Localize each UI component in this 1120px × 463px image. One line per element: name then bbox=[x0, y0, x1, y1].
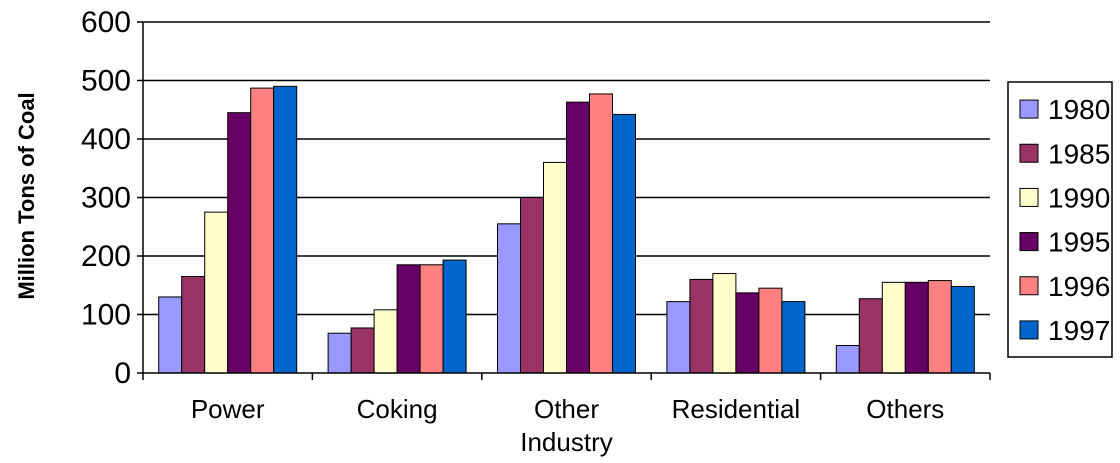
bar-1990-residential bbox=[712, 273, 737, 374]
legend-label-1996: 1996 bbox=[1048, 271, 1110, 302]
bar-1980-power bbox=[158, 296, 183, 374]
category-label-line: Other bbox=[534, 394, 599, 424]
bar-1985-others bbox=[858, 298, 883, 374]
legend-swatch-1980 bbox=[1019, 99, 1039, 119]
bar-1996-other-industry bbox=[589, 93, 613, 374]
category-label-line: Industry bbox=[520, 427, 613, 457]
bar-1990-coking bbox=[373, 309, 398, 374]
legend-box bbox=[1007, 81, 1113, 358]
legend-swatch-1997 bbox=[1019, 320, 1039, 340]
legend: 1980 1985 1990 1995 1996 1997 bbox=[1007, 81, 1113, 358]
legend-label-1990: 1990 bbox=[1048, 182, 1110, 213]
bar-1995-power bbox=[227, 112, 252, 374]
y-tick-label: 0 bbox=[114, 357, 131, 390]
legend-swatch-1985 bbox=[1019, 143, 1039, 163]
legend-swatch-1995 bbox=[1019, 232, 1039, 252]
y-tick-label: 200 bbox=[81, 240, 131, 273]
category-label: Other Industry bbox=[520, 394, 613, 457]
bar-1985-coking bbox=[350, 327, 375, 374]
bar-1997-coking bbox=[442, 259, 467, 374]
category-label-line: Power bbox=[191, 394, 265, 424]
category-label: Others bbox=[866, 394, 944, 424]
bar-1997-other-industry bbox=[612, 113, 636, 374]
bar-1996-residential bbox=[758, 287, 783, 374]
bar-1980-others bbox=[835, 345, 860, 374]
bar-1980-residential bbox=[666, 301, 691, 374]
category-labels: Power Coking Other Industry Residential Other… bbox=[191, 394, 944, 457]
bar-1985-power bbox=[181, 275, 206, 374]
bar-1997-others bbox=[950, 285, 975, 374]
bar-1995-others bbox=[904, 281, 929, 374]
y-tick-label: 400 bbox=[81, 123, 131, 156]
bar-1980-other-industry bbox=[497, 223, 521, 374]
bar-1990-power bbox=[204, 211, 229, 374]
legend-swatch-1996 bbox=[1019, 276, 1039, 296]
bar-1996-others bbox=[927, 280, 952, 374]
legend-label-1985: 1985 bbox=[1048, 138, 1110, 169]
legend-label-1980: 1980 bbox=[1048, 94, 1110, 125]
y-tick-label: 300 bbox=[81, 182, 131, 215]
category-label: Power bbox=[191, 394, 265, 424]
bar-1996-power bbox=[250, 87, 275, 374]
bar-1995-residential bbox=[735, 292, 760, 374]
bar-1990-others bbox=[881, 281, 906, 374]
y-axis-label: Million Tons of Coal bbox=[14, 92, 39, 299]
y-tick-label: 500 bbox=[81, 65, 131, 98]
category-label: Residential bbox=[672, 394, 801, 424]
category-label-line: Coking bbox=[357, 394, 438, 424]
bars bbox=[158, 85, 975, 374]
bar-1995-other-industry bbox=[566, 101, 590, 374]
legend-label-1997: 1997 bbox=[1048, 315, 1110, 346]
bar-1980-coking bbox=[327, 332, 352, 374]
legend-label-1995: 1995 bbox=[1048, 227, 1110, 258]
legend-swatch-1990 bbox=[1019, 187, 1039, 207]
bar-1996-coking bbox=[419, 264, 444, 374]
category-label-line: Others bbox=[866, 394, 944, 424]
bar-1997-residential bbox=[781, 301, 806, 374]
bar-1985-residential bbox=[689, 278, 714, 374]
bar-1997-power bbox=[273, 85, 298, 374]
bar-1990-other-industry bbox=[543, 161, 567, 374]
y-tick-label: 100 bbox=[81, 299, 131, 332]
bar-1995-coking bbox=[396, 264, 421, 374]
y-tick-labels: 0 100 200 300 400 500 600 bbox=[81, 6, 131, 390]
axes bbox=[137, 21, 991, 380]
category-label-line: Residential bbox=[672, 394, 801, 424]
y-tick-label: 600 bbox=[81, 6, 131, 39]
category-label: Coking bbox=[357, 394, 438, 424]
bar-1985-other-industry bbox=[520, 197, 544, 374]
